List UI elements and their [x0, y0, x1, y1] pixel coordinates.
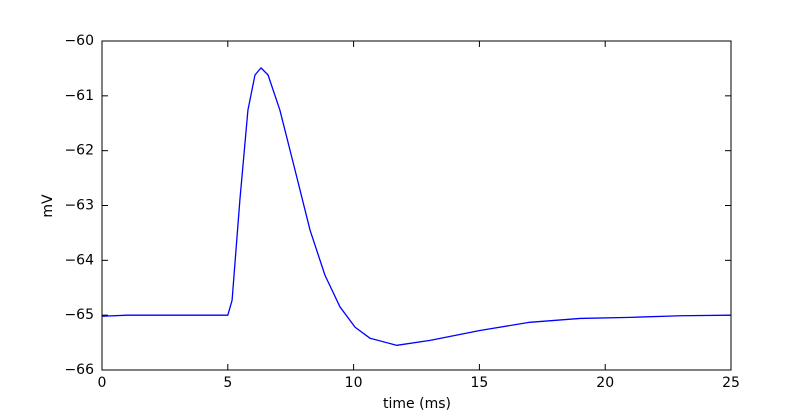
- x-axis-label: time (ms): [383, 396, 451, 412]
- x-tick-label: 20: [596, 375, 614, 391]
- y-tick-label: −60: [64, 33, 94, 49]
- y-axis-label: mV: [40, 194, 56, 218]
- y-tick-label: −66: [64, 362, 94, 378]
- x-tick-label: 0: [98, 375, 107, 391]
- y-tick-label: −62: [64, 143, 94, 159]
- y-tick-label: −63: [64, 198, 94, 214]
- line-series: [101, 67, 732, 346]
- x-tick-label: 5: [223, 375, 232, 391]
- x-tick-label: 10: [345, 375, 363, 391]
- x-tick-label: 25: [722, 375, 740, 391]
- y-tick-label: −65: [64, 307, 94, 323]
- x-tick-label: 15: [470, 375, 488, 391]
- y-tick-label: −64: [64, 252, 94, 268]
- plot-frame: [101, 40, 732, 371]
- y-tick-label: −61: [64, 88, 94, 104]
